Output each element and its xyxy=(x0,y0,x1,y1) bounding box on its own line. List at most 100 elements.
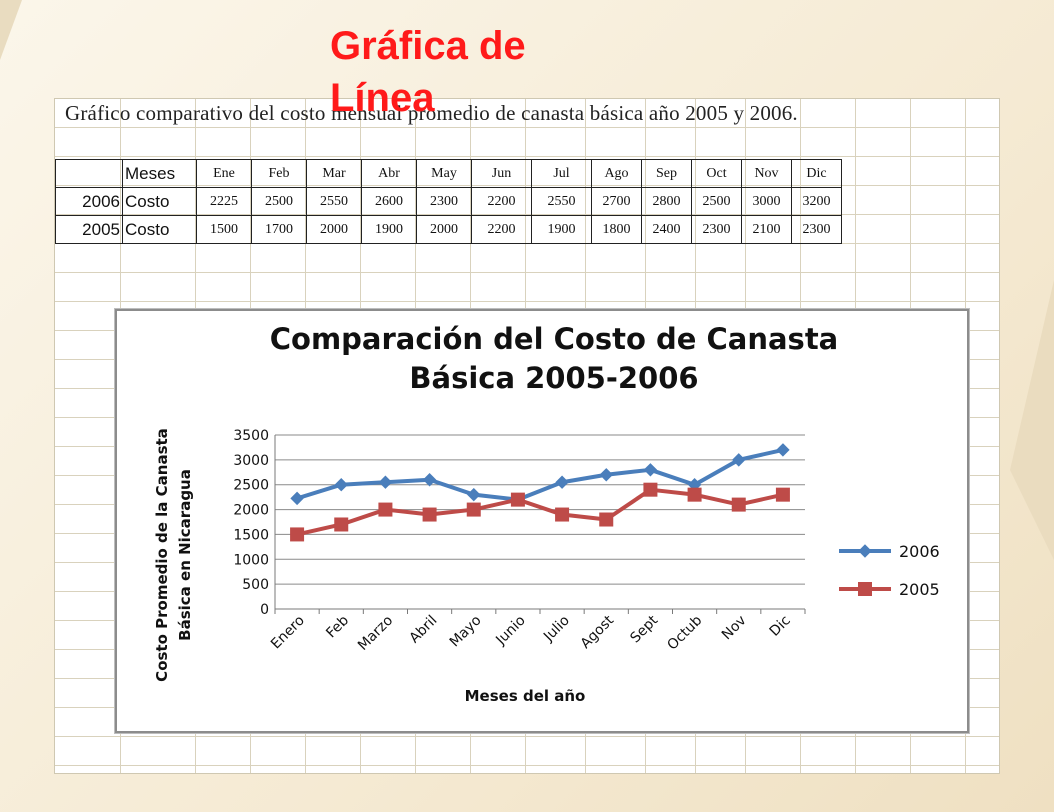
data-point-2005 xyxy=(599,512,614,527)
table-value-cell: 2550 xyxy=(306,187,362,216)
y-axis-title-line-1: Costo Promedio de la Canasta xyxy=(153,428,171,682)
x-tick-label: Octub xyxy=(664,612,705,653)
table-value-cell: 2100 xyxy=(741,215,792,244)
legend-marker-2006 xyxy=(858,544,872,558)
y-tick-label: 1000 xyxy=(233,552,269,568)
data-point-2006 xyxy=(467,487,481,502)
x-tick-label: Nov xyxy=(719,613,750,644)
slide-title: Gráfica de Línea xyxy=(330,24,526,120)
table-value-cell: 2200 xyxy=(471,187,532,216)
sheet-title: Gráfico comparativo del costo mensual pr… xyxy=(65,101,798,125)
table-month-cell: Dic xyxy=(791,159,842,188)
table-month-cell: May xyxy=(416,159,472,188)
table-value-cell: 2500 xyxy=(251,187,307,216)
table-row-2006: 2006 Costo 2225 2500 2550 2600 2300 2200… xyxy=(55,187,842,216)
data-point-2006 xyxy=(378,475,393,489)
table-month-cell: Oct xyxy=(691,159,742,188)
data-point-2005 xyxy=(687,487,702,502)
data-point-2005 xyxy=(290,527,305,542)
table-month-cell: Sep xyxy=(641,159,692,188)
table-row-label: Costo xyxy=(122,187,197,216)
x-tick-label: Julio xyxy=(540,613,573,646)
x-axis-title: Meses del año xyxy=(465,687,586,705)
table-month-cell: Jul xyxy=(531,159,592,188)
x-tick-label: Agost xyxy=(578,612,618,652)
table-value-cell: 2800 xyxy=(641,187,692,216)
table-month-cell: Ene xyxy=(196,159,252,188)
table-month-cell: Mar xyxy=(306,159,362,188)
legend-label-2006: 2006 xyxy=(899,542,940,561)
data-point-2006 xyxy=(643,463,658,477)
table-value-cell: 2000 xyxy=(416,215,472,244)
table-value-cell: 2200 xyxy=(471,215,532,244)
y-tick-label: 3500 xyxy=(233,428,269,444)
y-tick-label: 500 xyxy=(242,577,269,593)
data-point-2005 xyxy=(510,492,525,507)
data-point-2006 xyxy=(599,468,613,482)
legend-marker-2005 xyxy=(858,582,872,596)
chart-title-line-1: Comparación del Costo de Canasta xyxy=(270,322,839,356)
y-tick-label: 1500 xyxy=(233,527,269,543)
x-tick-label: Enero xyxy=(268,613,308,653)
y-tick-label: 2000 xyxy=(233,503,269,519)
data-point-2005 xyxy=(731,497,746,512)
series-line-2005 xyxy=(296,487,784,537)
table-month-cell: Nov xyxy=(741,159,792,188)
table-value-cell: 3200 xyxy=(791,187,842,216)
data-point-2006 xyxy=(290,491,304,506)
table-row-2005: 2005 Costo 1500 1700 2000 1900 2000 2200… xyxy=(55,215,842,244)
table-value-cell: 2300 xyxy=(691,215,742,244)
x-tick-label: Junio xyxy=(492,613,528,649)
table-value-cell: 2000 xyxy=(306,215,362,244)
table-year-cell: 2006 xyxy=(55,187,123,216)
table-row-label: Costo xyxy=(122,215,197,244)
table-value-cell: 2300 xyxy=(791,215,842,244)
x-tick-label: Feb xyxy=(323,612,352,641)
data-point-2005 xyxy=(555,507,570,522)
data-point-2006 xyxy=(732,453,746,467)
data-point-2006 xyxy=(422,473,437,487)
data-point-2005 xyxy=(775,487,790,502)
table-header-label: Meses xyxy=(122,159,197,188)
y-tick-label: 3000 xyxy=(233,453,269,469)
legend-label-2005: 2005 xyxy=(899,580,940,599)
table-value-cell: 1800 xyxy=(591,215,642,244)
series-line-2006 xyxy=(296,447,784,502)
table-value-cell: 1900 xyxy=(361,215,417,244)
x-tick-label: Mayo xyxy=(447,613,485,651)
data-point-2005 xyxy=(334,517,349,532)
data-point-2005 xyxy=(422,507,437,522)
data-table: Meses Ene Feb Mar Abr May Jun Jul Ago Se… xyxy=(55,159,842,244)
plot-area: 0 500 1000 1500 2000 2500 3000 3500 Enero Feb Marz… xyxy=(233,428,806,654)
table-month-cell: Abr xyxy=(361,159,417,188)
x-tick-label: Marzo xyxy=(355,613,396,654)
table-month-cell: Ago xyxy=(591,159,642,188)
data-point-2006 xyxy=(776,443,790,457)
x-tick-label: Sept xyxy=(627,612,661,646)
line-chart: Comparación del Costo de Canasta Básica … xyxy=(153,322,940,705)
data-point-2006 xyxy=(334,478,348,492)
table-value-cell: 3000 xyxy=(741,187,792,216)
table-month-cell: Feb xyxy=(251,159,307,188)
chart-container: Comparación del Costo de Canasta Básica … xyxy=(115,309,969,733)
data-point-2006 xyxy=(555,475,569,489)
table-year-cell: 2005 xyxy=(55,215,123,244)
data-point-2005 xyxy=(466,502,481,517)
table-value-cell: 1700 xyxy=(251,215,307,244)
chart-title-line-2: Básica 2005-2006 xyxy=(409,361,698,395)
y-tick-label: 2500 xyxy=(233,478,269,494)
table-value-cell: 2700 xyxy=(591,187,642,216)
table-value-cell: 2225 xyxy=(196,187,252,216)
data-point-2005 xyxy=(378,502,393,517)
table-value-cell: 1500 xyxy=(196,215,252,244)
table-corner-cell xyxy=(55,159,123,188)
x-tick-label: Abril xyxy=(406,613,440,647)
data-point-2005 xyxy=(643,482,658,497)
table-value-cell: 1900 xyxy=(531,215,592,244)
table-header-row: Meses Ene Feb Mar Abr May Jun Jul Ago Se… xyxy=(55,159,842,188)
table-value-cell: 2600 xyxy=(361,187,417,216)
legend: 2006 2005 xyxy=(839,542,940,599)
table-value-cell: 2400 xyxy=(641,215,692,244)
table-value-cell: 2500 xyxy=(691,187,742,216)
y-tick-label: 0 xyxy=(260,602,269,618)
